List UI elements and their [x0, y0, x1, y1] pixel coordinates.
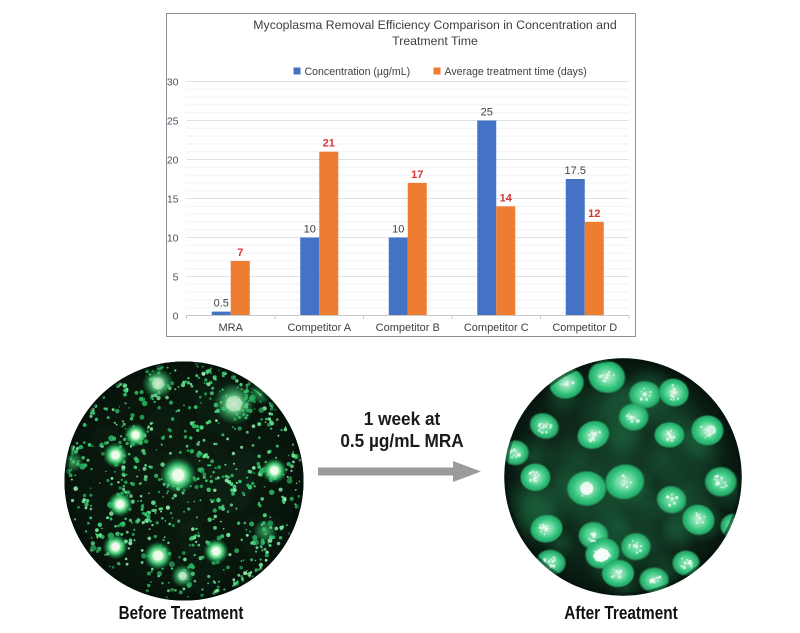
svg-text:10: 10	[167, 233, 179, 245]
svg-text:10: 10	[392, 224, 404, 236]
svg-text:0: 0	[173, 311, 179, 323]
svg-text:Competitor A: Competitor A	[287, 322, 351, 334]
svg-text:MRA: MRA	[219, 322, 244, 334]
svg-text:7: 7	[237, 247, 243, 259]
svg-text:Mycoplasma Removal Efficiency: Mycoplasma Removal Efficiency Comparison…	[253, 18, 617, 32]
svg-text:17: 17	[411, 169, 423, 181]
svg-text:0.5: 0.5	[214, 298, 229, 310]
svg-text:Competitor D: Competitor D	[552, 322, 617, 334]
svg-text:Average treatment time (days): Average treatment time (days)	[445, 66, 587, 78]
svg-text:Competitor C: Competitor C	[464, 322, 529, 334]
svg-text:Treatment Time: Treatment Time	[392, 34, 478, 48]
svg-text:5: 5	[173, 272, 179, 284]
svg-text:12: 12	[588, 208, 600, 220]
svg-text:Concentration (µg/mL): Concentration (µg/mL)	[305, 66, 411, 78]
svg-text:21: 21	[323, 138, 335, 150]
svg-text:25: 25	[167, 116, 179, 128]
svg-text:25: 25	[481, 107, 493, 119]
svg-text:15: 15	[167, 194, 179, 206]
svg-text:30: 30	[167, 77, 179, 89]
svg-text:20: 20	[167, 155, 179, 167]
svg-text:14: 14	[500, 192, 513, 204]
svg-text:17.5: 17.5	[565, 165, 586, 177]
svg-text:Competitor B: Competitor B	[376, 322, 440, 334]
svg-text:10: 10	[304, 224, 316, 236]
